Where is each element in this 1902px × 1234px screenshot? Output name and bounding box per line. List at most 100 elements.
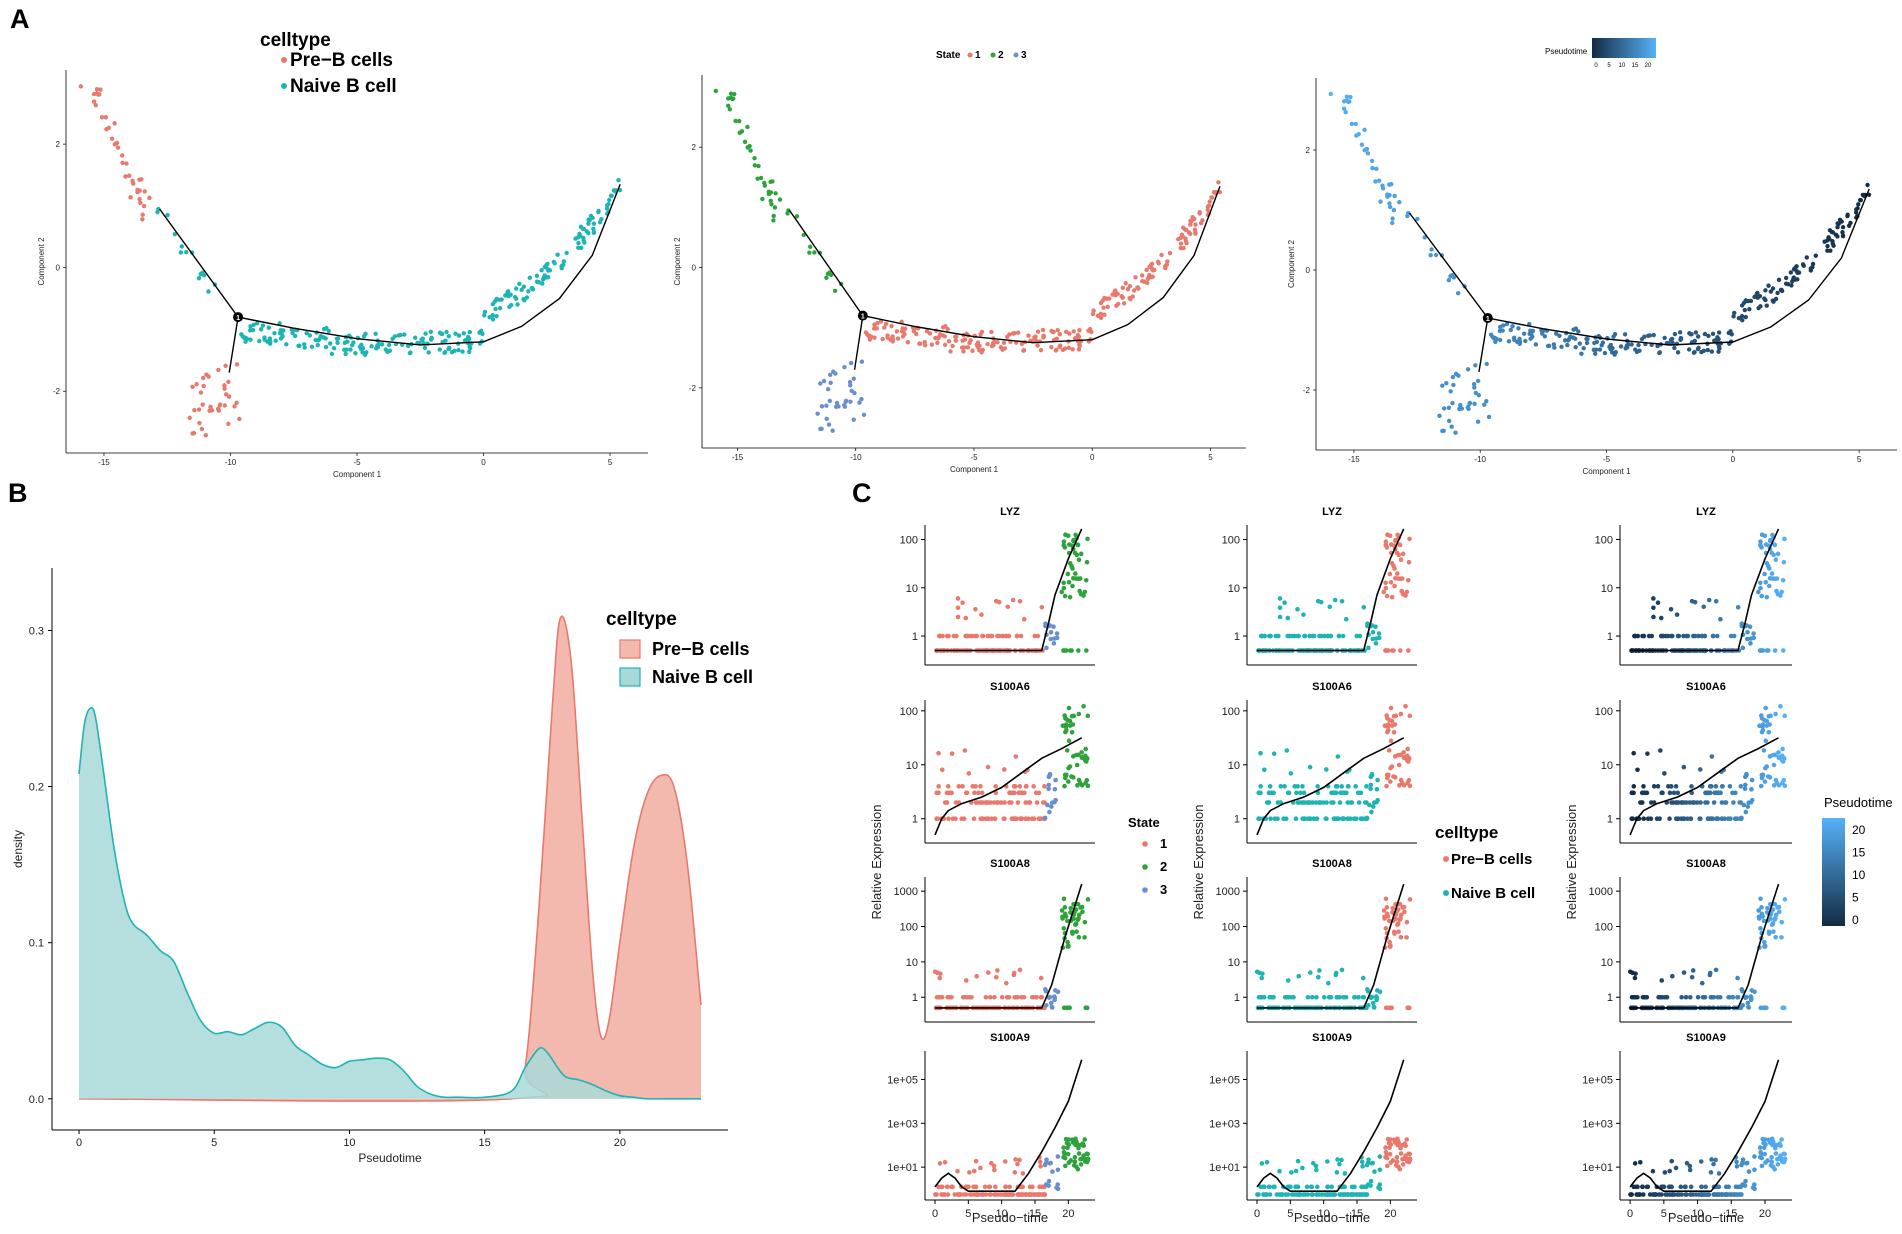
expression-point — [1392, 583, 1397, 589]
expression-point — [1402, 909, 1407, 915]
cell-point — [1392, 193, 1397, 199]
y-tick-label: 10 — [1228, 760, 1240, 772]
cell-point — [1123, 281, 1128, 286]
expression-point — [1384, 911, 1390, 917]
cell-point — [1639, 336, 1645, 342]
legend-a1-title: celltype — [260, 30, 331, 51]
cell-point — [768, 198, 773, 203]
expression-point — [1080, 1141, 1086, 1147]
expression-point — [973, 800, 979, 805]
expression-point — [973, 606, 978, 612]
expression-point — [1739, 987, 1745, 992]
expression-point — [1289, 633, 1295, 639]
cell-point — [1359, 142, 1365, 147]
expression-point — [960, 784, 965, 789]
cell-point — [905, 339, 911, 345]
expression-point — [1739, 621, 1745, 627]
expression-point — [1730, 994, 1736, 1000]
cell-point — [1448, 389, 1453, 394]
cell-point — [546, 268, 551, 273]
cell-point — [206, 374, 211, 379]
expression-point — [1062, 783, 1067, 789]
gene-title: LYZ — [1322, 506, 1342, 518]
cell-point — [1757, 293, 1763, 299]
expression-point — [1703, 1184, 1708, 1190]
cell-point — [1456, 373, 1461, 378]
expression-point — [1695, 994, 1701, 1000]
legend-a1-swatch — [281, 57, 287, 63]
cell-point — [880, 336, 885, 342]
cell-point — [941, 325, 946, 330]
cell-point — [894, 329, 900, 334]
expression-point — [1009, 800, 1014, 805]
expression-point — [1335, 1157, 1340, 1162]
expression-point — [1395, 576, 1401, 581]
cell-point — [552, 261, 557, 266]
expression-point — [1679, 994, 1684, 1000]
cell-point — [826, 422, 832, 427]
expression-point — [936, 790, 941, 796]
expression-point — [1364, 1162, 1370, 1168]
expression-point — [1747, 624, 1753, 629]
cell-point — [1113, 288, 1118, 293]
expression-point — [1293, 1168, 1299, 1174]
cell-point — [165, 212, 170, 218]
expression-point — [1388, 738, 1394, 744]
cell-point — [1344, 94, 1350, 99]
expression-point — [1407, 1151, 1413, 1157]
expression-point — [1389, 561, 1395, 566]
cell-point — [819, 404, 825, 409]
cell-point — [1508, 327, 1513, 333]
cell-point — [1577, 341, 1582, 346]
expression-point — [1759, 905, 1764, 910]
expression-point — [1295, 784, 1300, 789]
cell-point — [1691, 350, 1697, 355]
cell-point — [1130, 294, 1135, 299]
cell-point — [1840, 230, 1845, 235]
legend-c1-title: State — [1128, 815, 1160, 830]
trajectory-branch — [1478, 317, 1489, 373]
cell-point — [1573, 344, 1578, 350]
cell-point — [1019, 341, 1025, 346]
cell-point — [851, 417, 856, 422]
cell-point — [1356, 131, 1361, 137]
expression-point — [1048, 804, 1054, 809]
expression-point — [1377, 1167, 1383, 1173]
cell-point — [184, 250, 189, 255]
expression-point — [1372, 1169, 1377, 1174]
expression-point — [1010, 597, 1016, 603]
expression-point — [1383, 585, 1389, 591]
expression-point — [1388, 1160, 1394, 1165]
expression-point — [1356, 800, 1362, 805]
cell-point — [882, 325, 887, 330]
y-tick-label: 10 — [906, 760, 918, 772]
cell-point — [1433, 252, 1439, 258]
trajectory-branch — [228, 316, 239, 373]
expression-point — [1062, 648, 1067, 653]
expression-point — [1065, 1145, 1070, 1151]
y-tick-label: 100 — [1222, 534, 1240, 546]
cell-point — [890, 334, 895, 339]
legend-a3-tick: 0 — [1594, 63, 1598, 69]
cell-point — [847, 379, 853, 385]
expression-point — [1023, 816, 1028, 822]
cell-point — [1385, 192, 1390, 197]
cell-point — [1804, 255, 1809, 260]
expression-point — [1067, 542, 1072, 547]
cell-point — [1167, 250, 1173, 256]
cell-point — [889, 323, 894, 329]
cell-point — [980, 347, 985, 353]
y-tick-label: 10 — [1228, 583, 1240, 595]
cell-point — [217, 402, 223, 407]
expression-point — [1059, 908, 1065, 913]
cell-point — [1743, 314, 1748, 320]
legend-c3-title: Pseudotime — [1824, 795, 1893, 810]
expression-point — [966, 771, 972, 776]
y-tick-label: 0.0 — [29, 1094, 44, 1106]
cell-point — [387, 348, 393, 353]
panel-label-b: B — [8, 478, 28, 508]
cell-point — [1840, 225, 1846, 230]
cell-point — [1813, 253, 1818, 258]
